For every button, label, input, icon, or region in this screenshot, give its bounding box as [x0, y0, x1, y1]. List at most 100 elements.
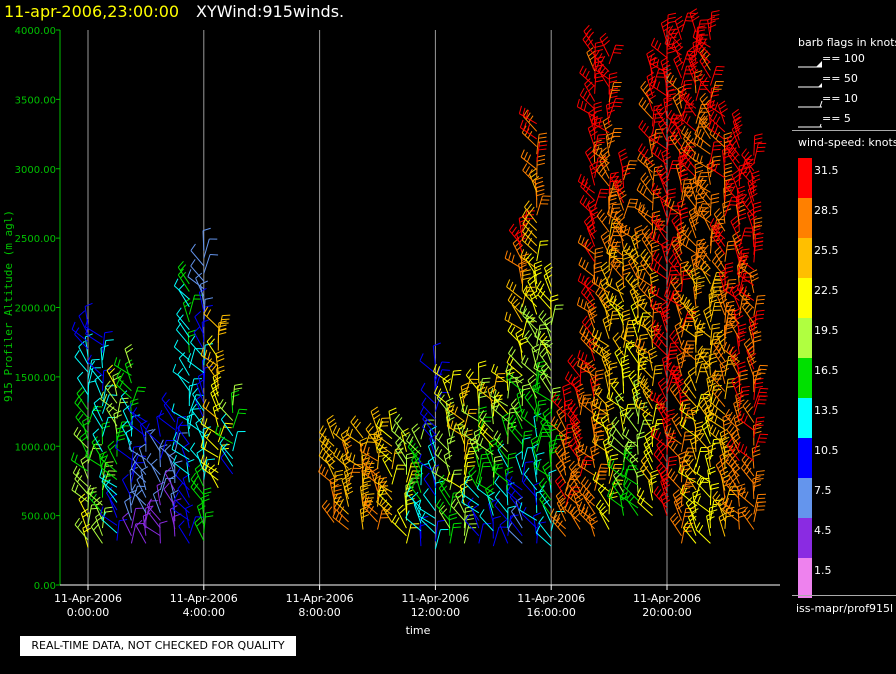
wind-barb	[544, 321, 552, 341]
wind-barb-flag	[545, 266, 553, 273]
wind-barb-flag	[612, 245, 621, 248]
wind-barb-flag	[740, 443, 744, 452]
wind-barb-flag	[540, 240, 549, 242]
wind-barb-flag	[640, 497, 645, 506]
wind-barb-flag	[397, 439, 404, 447]
wind-barb	[197, 376, 205, 396]
wind-barb	[680, 346, 697, 361]
wind-barb-flag	[532, 348, 541, 353]
wind-barb-flag	[685, 150, 692, 158]
wind-barb	[606, 298, 624, 310]
wind-barb	[542, 466, 552, 486]
wind-barb-flag	[411, 423, 419, 430]
wind-barb-flag	[106, 364, 114, 371]
wind-barb-flag	[585, 28, 592, 35]
wind-barb	[418, 507, 436, 519]
wind-barb-flag	[732, 463, 739, 470]
wind-barb-flag	[667, 437, 673, 446]
wind-barb-flag	[595, 344, 600, 353]
wind-barb-flag	[535, 180, 544, 185]
wind-barb-flag	[526, 154, 532, 163]
wind-barb-flag	[402, 431, 410, 437]
wind-barb-flag	[509, 281, 514, 290]
wind-barb	[577, 106, 595, 118]
wind-barb-flag	[653, 132, 658, 141]
wind-barb-flag	[464, 475, 470, 484]
wind-barb-flag	[642, 84, 649, 91]
wind-barb-flag	[596, 209, 603, 217]
wind-barb-flag	[730, 349, 737, 356]
wind-barb	[203, 299, 206, 320]
wind-barb-flag	[564, 501, 569, 510]
wind-barb-flag	[350, 415, 357, 423]
wind-barb	[614, 184, 625, 203]
wind-barb-flag	[682, 320, 687, 329]
wind-barb-flag	[542, 499, 550, 506]
wind-barb-flag	[741, 488, 746, 497]
wind-barb-flag	[727, 320, 736, 323]
wind-barb-flag	[617, 281, 625, 288]
wind-barb	[587, 128, 596, 148]
wind-barb-flag	[756, 474, 765, 477]
x-tick-time: 12:00:00	[411, 606, 460, 619]
wind-barb-flag	[493, 389, 497, 398]
wind-barb-flag	[468, 466, 475, 474]
wind-barb	[202, 467, 219, 481]
wind-barb	[92, 433, 103, 453]
wind-barb	[163, 488, 176, 507]
wind-barb-flag	[683, 487, 688, 496]
wind-barb	[688, 211, 697, 231]
wind-barb	[608, 219, 613, 240]
wind-barb-flag	[336, 496, 342, 504]
barb-legend-item: == 5	[792, 112, 896, 130]
wind-barb-flag	[633, 377, 642, 383]
wind-barb-flag	[613, 210, 618, 219]
wind-barb	[683, 305, 697, 323]
wind-barb-flag	[510, 295, 516, 304]
wind-barb-flag	[74, 454, 78, 463]
wind-barb-flag	[572, 471, 581, 473]
wind-barb	[632, 396, 639, 417]
wind-barb	[556, 411, 567, 430]
wind-barb-flag	[622, 309, 630, 313]
wind-barb	[567, 414, 581, 431]
wind-barb	[377, 492, 393, 508]
wind-barb	[678, 149, 682, 170]
wind-barb	[100, 398, 118, 412]
wind-barb	[692, 493, 697, 513]
wind-barb	[616, 191, 625, 211]
wind-barb-flag	[510, 398, 517, 405]
wind-barb-flag	[599, 32, 607, 39]
wind-barb-flag	[122, 512, 129, 519]
wind-barb	[521, 513, 538, 529]
wind-barb	[580, 186, 595, 202]
wind-barb-flag	[648, 476, 657, 482]
wind-barb	[708, 355, 711, 376]
wind-barb-flag	[755, 233, 764, 236]
wind-barb	[737, 448, 755, 462]
wind-barb-flag	[634, 225, 643, 230]
wind-barb-flag	[650, 427, 655, 435]
wind-barb-flag	[422, 412, 428, 420]
wind-barb-flag	[692, 309, 700, 315]
wind-barb-flag	[555, 475, 562, 482]
wind-barb	[106, 492, 118, 511]
wind-barb	[201, 436, 205, 457]
wind-barb	[413, 504, 422, 524]
barb-legend-item: == 10	[792, 92, 896, 110]
wind-barb-flag	[453, 501, 459, 509]
wind-barb	[694, 324, 711, 338]
wind-barb-flag	[671, 200, 675, 209]
wind-barb	[638, 286, 653, 303]
wind-barb-flag	[609, 366, 618, 369]
wind-barb	[518, 218, 523, 239]
wind-barb	[709, 133, 726, 148]
wind-barb-flag	[610, 208, 614, 217]
wind-barb	[361, 471, 364, 492]
wind-barb	[101, 417, 109, 437]
wind-barb	[536, 432, 543, 452]
wind-barb	[611, 483, 624, 501]
wind-barb-flag	[686, 378, 692, 386]
wind-barb	[71, 459, 89, 472]
wind-barb-flag	[204, 456, 208, 465]
